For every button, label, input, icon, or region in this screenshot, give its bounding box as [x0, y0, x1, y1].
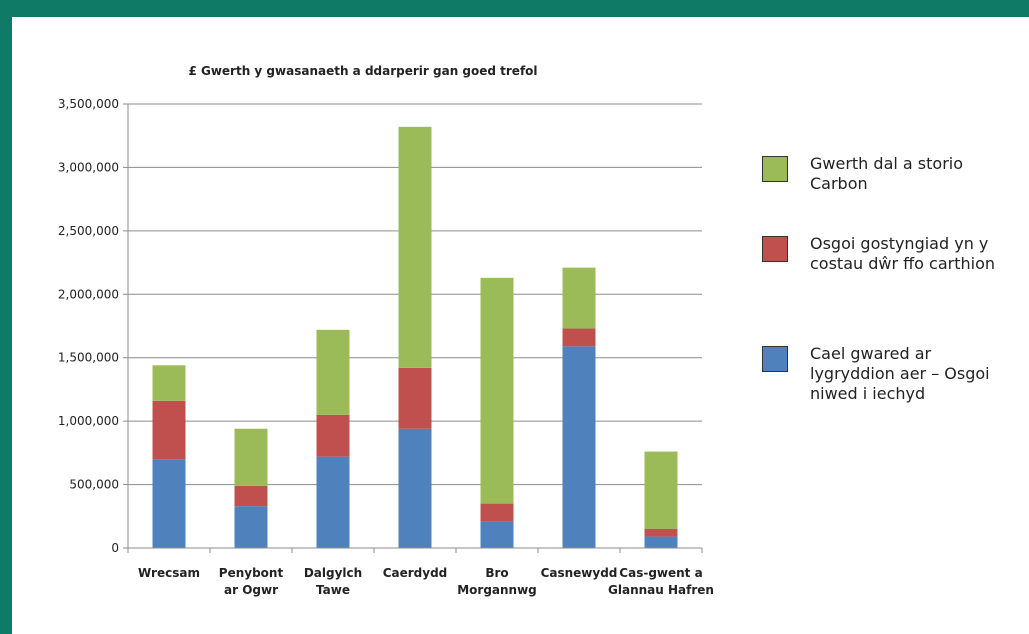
x-tick-label-line: Casnewydd — [541, 566, 618, 580]
x-tick-label: Caerdydd — [383, 566, 448, 580]
x-tick-label-line: Morgannwg — [457, 583, 537, 597]
y-tick-label: 3,500,000 — [58, 97, 119, 111]
bar-segment — [234, 506, 268, 548]
bar-segment — [234, 485, 268, 507]
bar-segment — [644, 528, 678, 537]
y-tick-label: 2,500,000 — [58, 224, 119, 238]
legend-label-runoff: Osgoi gostyngiad yn y costau dŵr ffo car… — [810, 234, 995, 273]
bar-segment — [316, 456, 350, 548]
stacked-bar-chart: £ Gwerth y gwasanaeth a ddarperir gan go… — [58, 64, 714, 597]
legend-label-air: Cael gwared ar lygryddion aer – Osgoi ni… — [810, 344, 990, 403]
x-tick-label-line: ar Ogwr — [224, 583, 278, 597]
x-tick-label-line: Bro — [485, 566, 508, 580]
chart-panel: £ Gwerth y gwasanaeth a ddarperir gan go… — [12, 17, 1029, 634]
bar-segment — [398, 428, 432, 548]
bar-segment — [562, 267, 596, 329]
legend-label-carbon: Gwerth dal a storio Carbon — [810, 154, 963, 193]
y-tick-label: 1,000,000 — [58, 414, 119, 428]
bar-segment — [398, 126, 432, 368]
y-tick-labels: 0 500,000 1,000,000 1,500,000 2,000,000 2,500… — [58, 97, 119, 555]
y-tick-label: 1,500,000 — [58, 351, 119, 365]
y-tick-label: 3,000,000 — [58, 160, 119, 174]
bars — [152, 126, 678, 548]
x-tick-label: Wrecsam — [138, 566, 200, 580]
x-tick-label: Bro Morgannwg — [457, 566, 537, 597]
bar-segment — [644, 451, 678, 529]
legend-swatch-runoff — [762, 236, 788, 262]
bar-segment — [562, 328, 596, 347]
y-tick-label: 500,000 — [69, 478, 119, 492]
x-tick-label: Cas-gwent a Glannau Hafren — [608, 566, 714, 597]
x-tick-label: Casnewydd — [541, 566, 618, 580]
bar-segment — [644, 536, 678, 548]
x-tick-label-line: Caerdydd — [383, 566, 448, 580]
x-tick-label-line: Glannau Hafren — [608, 583, 714, 597]
y-tick-label: 2,000,000 — [58, 287, 119, 301]
bar-segment — [234, 428, 268, 486]
x-tick-label-line: Cas-gwent a — [619, 566, 702, 580]
x-tick-label-line: Penybont — [219, 566, 284, 580]
legend-swatch-carbon — [762, 156, 788, 182]
bar-segment — [480, 521, 514, 548]
bar-segment — [398, 367, 432, 429]
bar-segment — [316, 329, 350, 415]
x-tick-label-line: Wrecsam — [138, 566, 200, 580]
x-tick-label: Dalgylch Tawe — [304, 566, 362, 597]
chart-title: £ Gwerth y gwasanaeth a ddarperir gan go… — [188, 64, 537, 78]
y-tick-label: 0 — [111, 541, 119, 555]
bar-segment — [152, 459, 186, 548]
legend-swatch-air — [762, 346, 788, 372]
bar-segment — [152, 365, 186, 401]
x-tick-labels: Wrecsam Penybont ar Ogwr Dalgylch Tawe Caerdy… — [138, 566, 714, 597]
axes — [127, 104, 703, 553]
bar-segment — [562, 346, 596, 548]
x-tick-label-line: Dalgylch — [304, 566, 362, 580]
bar-segment — [480, 277, 514, 504]
x-tick-label: Penybont ar Ogwr — [219, 566, 284, 597]
x-tick-label-line: Tawe — [316, 583, 350, 597]
bar-segment — [316, 414, 350, 457]
bar-segment — [480, 503, 514, 522]
bar-segment — [152, 400, 186, 460]
